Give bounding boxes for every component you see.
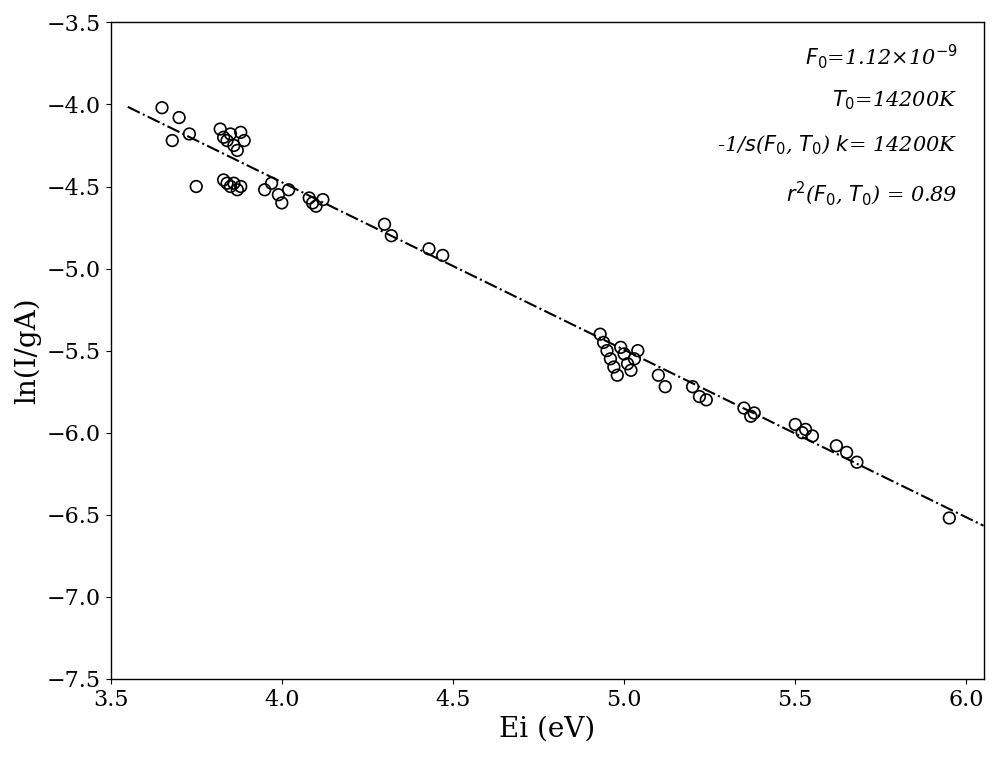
Point — [650, 369, 666, 382]
Point — [630, 344, 646, 357]
Text: $T_0$=14200K: $T_0$=14200K — [832, 88, 957, 111]
Point — [849, 456, 865, 469]
Point — [315, 194, 331, 206]
Point — [305, 197, 321, 209]
Point — [301, 192, 317, 204]
Point — [592, 328, 608, 340]
Point — [421, 243, 437, 255]
Point — [229, 145, 245, 157]
Point — [804, 430, 820, 442]
Point — [743, 410, 759, 422]
Point — [599, 344, 615, 357]
Point — [226, 177, 242, 189]
Point — [188, 180, 204, 192]
Point — [377, 218, 393, 230]
Point — [257, 184, 273, 196]
Point — [236, 135, 252, 147]
Point — [281, 184, 297, 196]
Point — [219, 177, 235, 189]
Point — [383, 229, 399, 241]
Point — [941, 512, 957, 524]
X-axis label: Ei (eV): Ei (eV) — [499, 716, 595, 743]
Point — [596, 336, 612, 348]
Point — [164, 135, 180, 147]
Point — [626, 353, 642, 365]
Point — [219, 135, 235, 147]
Point — [274, 197, 290, 209]
Point — [620, 358, 636, 370]
Point — [798, 423, 814, 435]
Point — [839, 447, 855, 459]
Point — [691, 391, 707, 403]
Point — [233, 180, 249, 192]
Point — [746, 407, 762, 419]
Point — [222, 128, 238, 140]
Point — [794, 427, 810, 439]
Point — [212, 123, 228, 135]
Point — [222, 180, 238, 192]
Point — [685, 381, 701, 393]
Point — [154, 101, 170, 114]
Point — [233, 126, 249, 139]
Text: $F_0$=1.12×10$^{-9}$: $F_0$=1.12×10$^{-9}$ — [805, 42, 957, 71]
Point — [229, 184, 245, 196]
Y-axis label: ln(I/gA): ln(I/gA) — [14, 298, 41, 404]
Point — [616, 347, 632, 360]
Point — [264, 177, 280, 189]
Point — [698, 394, 714, 406]
Point — [787, 419, 803, 431]
Point — [171, 111, 187, 123]
Point — [308, 200, 324, 212]
Point — [226, 139, 242, 151]
Text: $r^2$($F_0$, $T_0$) = 0.89: $r^2$($F_0$, $T_0$) = 0.89 — [786, 180, 957, 208]
Point — [181, 128, 197, 140]
Point — [657, 381, 673, 393]
Point — [623, 364, 639, 376]
Point — [270, 188, 286, 201]
Point — [609, 369, 625, 382]
Point — [828, 440, 844, 452]
Point — [613, 341, 629, 354]
Point — [435, 249, 451, 261]
Point — [602, 353, 618, 365]
Point — [736, 402, 752, 414]
Point — [216, 174, 232, 186]
Text: -1/$s$($F_0$, $T_0$) $k$= 14200K: -1/$s$($F_0$, $T_0$) $k$= 14200K — [717, 134, 957, 157]
Point — [216, 131, 232, 143]
Point — [606, 361, 622, 373]
